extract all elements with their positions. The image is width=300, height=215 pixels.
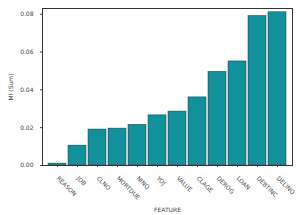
svg-text:0.00: 0.00 [20, 161, 34, 168]
svg-text:VALUE: VALUE [175, 174, 194, 193]
svg-text:YOJ: YOJ [154, 174, 167, 187]
svg-text:MORTDUE: MORTDUE [115, 174, 142, 201]
svg-text:0.04: 0.04 [20, 86, 34, 93]
svg-text:DELINQ: DELINQ [275, 174, 296, 195]
svg-text:MI (Sum): MI (Sum) [7, 74, 14, 101]
svg-text:NINQ: NINQ [135, 174, 151, 190]
svg-text:0.02: 0.02 [20, 124, 34, 131]
svg-text:CLAGE: CLAGE [195, 174, 214, 193]
svg-text:JOB: JOB [74, 174, 88, 188]
svg-text:0.08: 0.08 [20, 10, 34, 17]
svg-text:LOAN: LOAN [235, 174, 252, 191]
svg-text:CLNO: CLNO [95, 174, 112, 191]
svg-text:REASON: REASON [55, 174, 78, 197]
svg-text:DEROG: DEROG [215, 174, 236, 195]
svg-text:FEATURE: FEATURE [154, 206, 181, 213]
svg-text:0.06: 0.06 [20, 48, 34, 55]
svg-text:DEBTINC: DEBTINC [255, 174, 280, 199]
